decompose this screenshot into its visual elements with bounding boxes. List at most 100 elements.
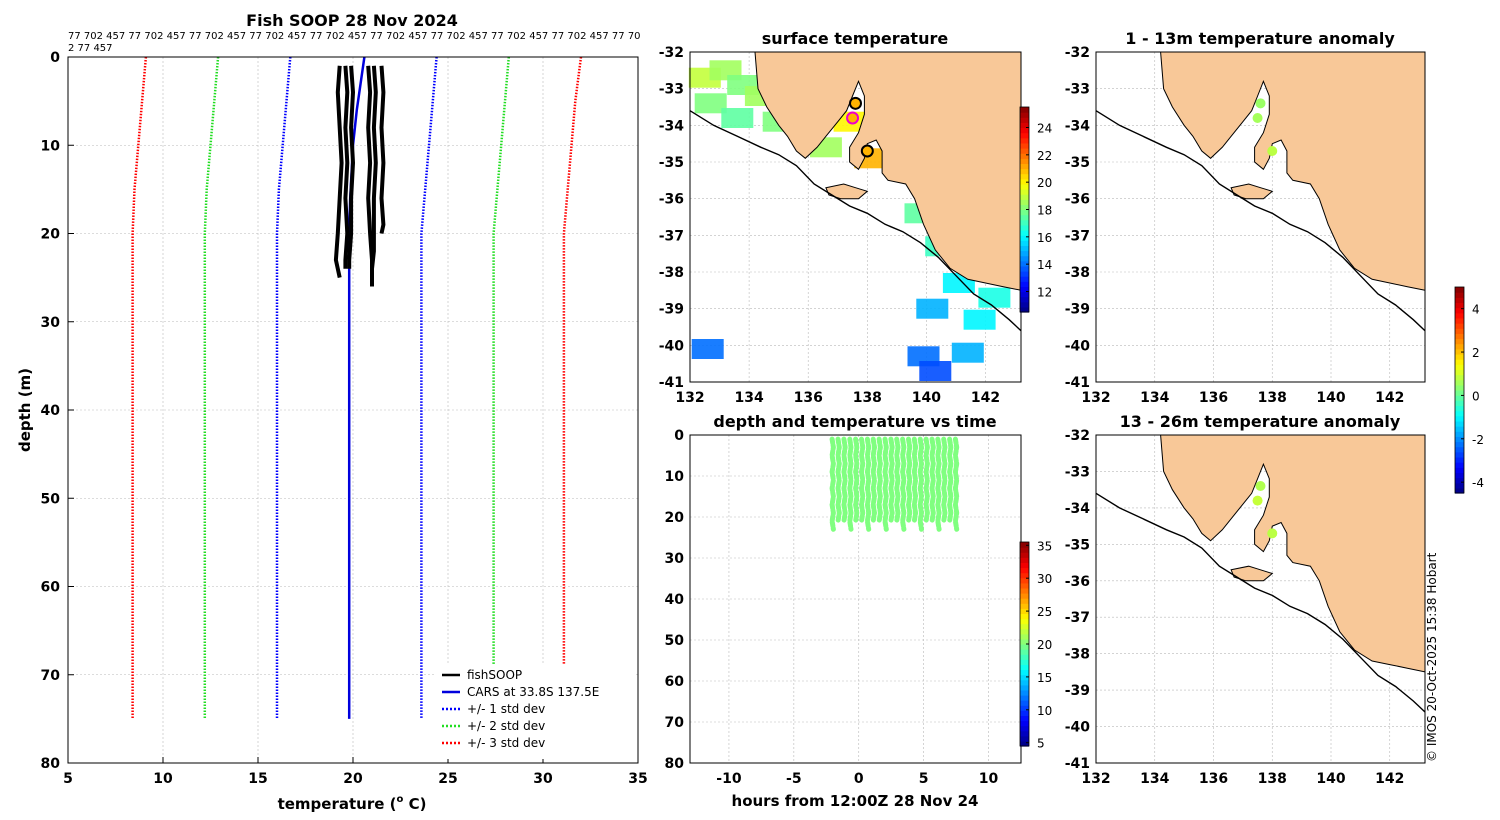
map-ytick: -33 xyxy=(1065,464,1090,480)
time-cast xyxy=(929,436,936,524)
time-cb-swatch xyxy=(1020,557,1029,563)
sst-cell xyxy=(694,93,727,114)
time-cb-swatch xyxy=(1020,689,1029,696)
time-cb-swatch xyxy=(1020,730,1029,737)
time-ytick: 50 xyxy=(665,633,685,649)
sst-cb-swatch xyxy=(1020,296,1029,303)
anom1-title: 1 - 13m temperature anomaly xyxy=(1125,29,1395,48)
sst-title: surface temperature xyxy=(762,29,949,48)
anomaly-point xyxy=(1267,528,1278,539)
time-cast xyxy=(876,436,883,524)
time-cb-swatch xyxy=(1020,608,1029,614)
sst-cb-swatch xyxy=(1020,199,1029,205)
anom-cb-swatch xyxy=(1455,426,1464,432)
sst-cb-swatch xyxy=(1020,291,1029,298)
anom-cb-tick: 2 xyxy=(1472,346,1480,360)
shelf-contour xyxy=(1095,492,1426,713)
map-ytick: -35 xyxy=(659,155,684,171)
profile-ytick: 20 xyxy=(41,227,61,243)
anom-cb-swatch xyxy=(1455,374,1464,381)
anom2-title: 13 - 26m temperature anomaly xyxy=(1120,412,1401,431)
map-ytick: -37 xyxy=(659,228,684,244)
anom-cb-swatch xyxy=(1455,338,1464,345)
map-ytick: -35 xyxy=(1065,537,1090,553)
time-cb-tick: 10 xyxy=(1037,704,1052,718)
map-ytick: -32 xyxy=(1065,428,1090,444)
anom-cb-swatch xyxy=(1455,446,1464,453)
time-cb-swatch xyxy=(1020,582,1029,589)
anom-cb-tick: 4 xyxy=(1472,303,1480,317)
map-ytick: -35 xyxy=(1065,155,1090,171)
time-title: depth and temperature vs time xyxy=(713,412,996,431)
map-ytick: -32 xyxy=(659,45,684,61)
anom-cb-swatch xyxy=(1455,405,1464,412)
profile-ytick: 80 xyxy=(41,756,61,772)
profile-ytick: 10 xyxy=(41,138,61,154)
map-ytick: -40 xyxy=(1065,338,1091,354)
time-cb-swatch xyxy=(1020,725,1029,732)
time-cb-swatch xyxy=(1020,649,1029,655)
anom-cb-swatch xyxy=(1455,328,1464,334)
map-ytick: -41 xyxy=(1065,375,1090,391)
anom-cb-swatch xyxy=(1455,436,1464,443)
anom-cb-swatch xyxy=(1455,400,1464,407)
map-ytick: -33 xyxy=(659,82,684,98)
sst-cb-swatch xyxy=(1020,132,1029,139)
profile-ylabel: depth (m) xyxy=(16,368,34,452)
time-cast xyxy=(941,436,948,524)
time-cb-swatch xyxy=(1020,700,1029,706)
sst-cb-swatch xyxy=(1020,245,1029,252)
time-xtick: -5 xyxy=(786,771,802,787)
fish-cast-4 xyxy=(370,65,378,270)
time-cast xyxy=(952,436,960,532)
anom-cb-swatch xyxy=(1455,410,1464,417)
sst-cb-swatch xyxy=(1020,117,1029,123)
map-xtick: 142 xyxy=(971,390,1000,406)
sst-cb-swatch xyxy=(1020,148,1029,154)
sst-cb-swatch xyxy=(1020,276,1029,282)
sst-cb-swatch xyxy=(1020,214,1029,221)
sst-cb-swatch xyxy=(1020,235,1029,241)
legend-sd1: +/- 1 std dev xyxy=(467,702,545,716)
profile-ytick: 60 xyxy=(41,580,61,596)
anom2-map: 132 134 136 138 140 142 -32 -33 -34 -35 -36 -37 -38 -… xyxy=(1065,428,1426,787)
time-cb-swatch xyxy=(1020,659,1029,665)
map-ytick: -39 xyxy=(659,302,684,318)
map-ytick: -38 xyxy=(659,265,684,281)
map-box xyxy=(1095,51,1426,383)
time-cb-swatch xyxy=(1020,638,1029,645)
time-ytick: 70 xyxy=(665,715,685,731)
anom-cb-swatch xyxy=(1455,323,1464,329)
sst-cb-swatch xyxy=(1020,127,1029,134)
profile-xtick: 5 xyxy=(63,771,73,787)
time-xtick: 10 xyxy=(979,771,999,787)
anom-cb-swatch xyxy=(1455,482,1464,489)
station-marker xyxy=(860,144,874,158)
profile-line--1-std xyxy=(420,56,438,719)
sst-cb-swatch xyxy=(1020,250,1029,257)
time-cb-swatch xyxy=(1020,577,1029,584)
time-xtick: 5 xyxy=(919,771,929,787)
time-cb-swatch xyxy=(1020,674,1029,681)
anom-cb-swatch xyxy=(1455,472,1464,479)
map-ytick: -40 xyxy=(659,338,685,354)
shelf-contour xyxy=(1095,110,1426,332)
time-cast xyxy=(841,436,848,524)
time-cb-swatch xyxy=(1020,567,1029,574)
profile-xtick: 25 xyxy=(438,771,457,787)
time-cb-swatch xyxy=(1020,684,1029,691)
profile-plot: 5 10 15 20 25 30 35 0 10 20 30 40 50 60 70 80 temperatu… xyxy=(16,50,648,813)
map-xtick: 136 xyxy=(1199,390,1228,406)
map-ytick: -32 xyxy=(1065,45,1090,61)
map-ytick: -36 xyxy=(659,192,684,208)
time-cb-tick: 5 xyxy=(1037,737,1045,751)
profile-ytick: 50 xyxy=(41,491,61,507)
kangaroo-island xyxy=(825,183,869,200)
time-cast xyxy=(888,436,895,524)
time-cb-swatch xyxy=(1020,715,1029,722)
sst-cb-swatch xyxy=(1020,286,1029,293)
time-cb-swatch xyxy=(1020,669,1029,676)
time-cb-swatch xyxy=(1020,587,1029,594)
time-xtick: -10 xyxy=(716,771,742,787)
shelf-contour xyxy=(689,110,1022,332)
